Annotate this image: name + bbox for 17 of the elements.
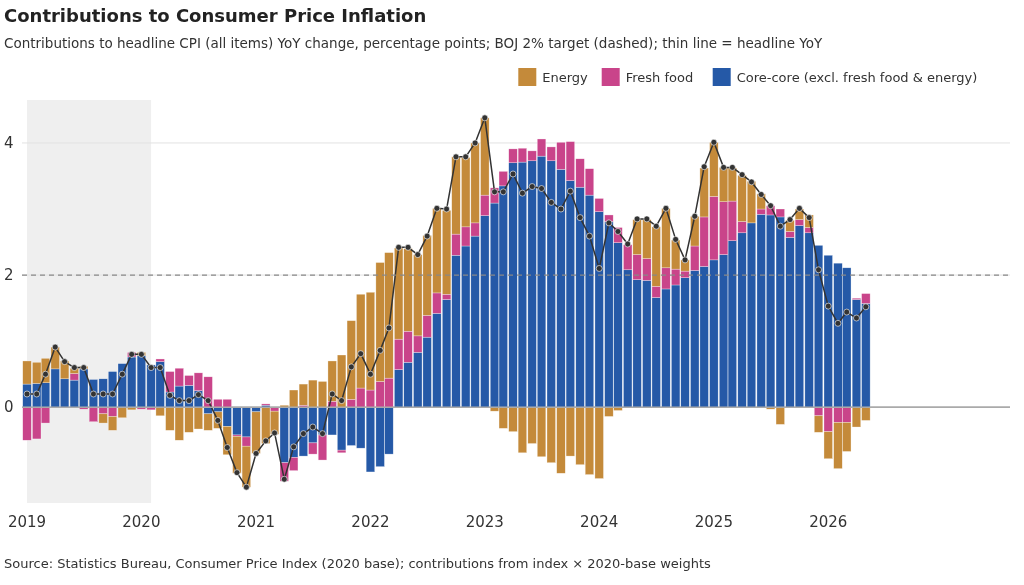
x-tick-label: 2019 (7, 513, 47, 531)
legend-label: Energy (542, 69, 589, 85)
y-tick-label: 2 (4, 266, 14, 285)
y-tick-label: 0 (4, 398, 14, 417)
x-tick-label: 2020 (122, 513, 161, 531)
chart-title: Contributions to Consumer Price Inflation (4, 5, 427, 26)
x-tick-label: 2025 (694, 513, 733, 531)
x-tick-label: 2026 (809, 513, 848, 531)
x-tick-label: 2023 (465, 513, 504, 531)
source-note: Source: Statistics Bureau, Consumer Price Index (2020 base); contributions from index × 2020-base weights (4, 556, 711, 571)
x-tick-label: 2021 (236, 513, 276, 531)
chart-subtitle: Contributions to headline CPI (all items) YoY change, percentage points; BOJ 2% target (dashed); thin line = headline YoY (4, 35, 823, 51)
x-tick-label: 2024 (580, 513, 619, 531)
legend-label: Core-core (excl. fresh food & energy) (736, 69, 978, 85)
x-tick-label: 2022 (351, 513, 390, 531)
y-tick-label: 4 (4, 134, 14, 153)
legend-label: Fresh food (625, 69, 694, 85)
